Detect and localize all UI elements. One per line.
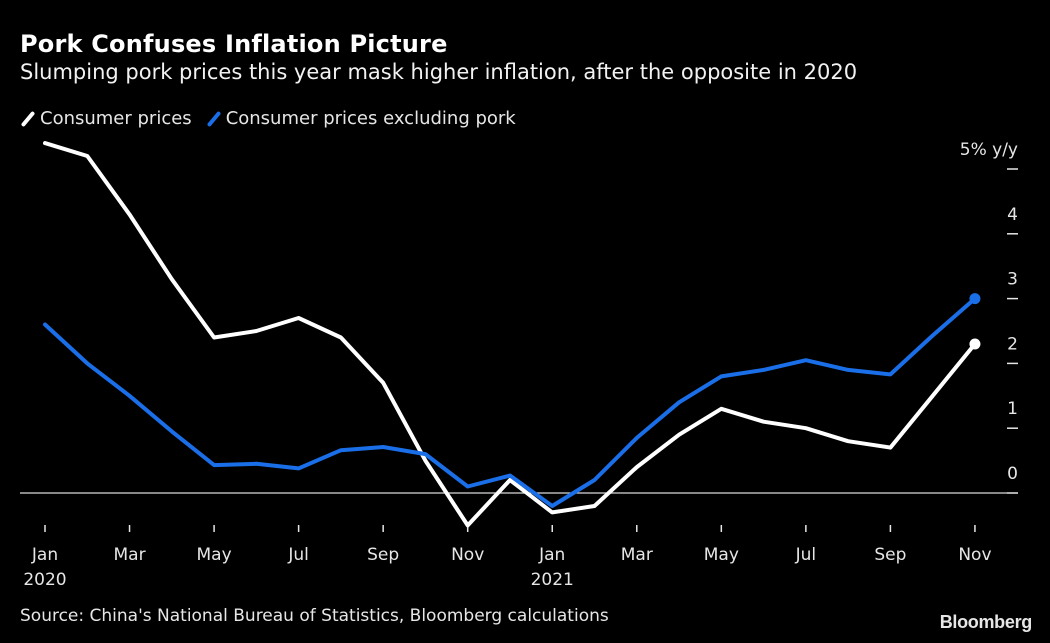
x-tick-label: Nov <box>958 545 991 565</box>
axes: 5% y/y 4 3 2 1 0 Jan 2020 Mar May Jul Sep Nov Jan 2021… <box>20 140 1018 590</box>
x-tick-label: Jan <box>31 545 58 565</box>
x-tick-year-label: 2020 <box>23 570 66 590</box>
x-tick-label: Mar <box>114 545 146 565</box>
y-tick-label: 1 <box>1007 399 1018 419</box>
legend-item-consumer-prices: Consumer prices <box>20 108 192 129</box>
y-tick-label: 0 <box>1007 464 1018 484</box>
x-tick-label: Nov <box>451 545 484 565</box>
x-tick-year-label: 2021 <box>531 570 574 590</box>
series-line-consumer-prices-ex-pork <box>43 296 977 508</box>
x-tick-label: Sep <box>367 545 399 565</box>
x-tick-label: Jul <box>795 545 817 565</box>
legend-label: Consumer prices excluding pork <box>225 108 516 129</box>
series-line-consumer-prices <box>43 141 977 528</box>
chart-title: Pork Confuses Inflation Picture <box>20 30 448 58</box>
y-tick-label: 4 <box>1007 205 1018 225</box>
source-note: Source: China's National Bureau of Stati… <box>20 606 609 626</box>
chart-subtitle: Slumping pork prices this year mask high… <box>20 60 858 84</box>
x-tick-label: May <box>197 545 232 565</box>
x-tick-label: May <box>704 545 739 565</box>
x-tick-label: Jan <box>538 545 565 565</box>
legend-item-consumer-prices-ex-pork: Consumer prices excluding pork <box>206 108 516 129</box>
legend: Consumer prices Consumer prices excludin… <box>20 108 530 129</box>
x-tick-label: Jul <box>287 545 309 565</box>
y-tick-label: 3 <box>1007 270 1018 290</box>
series-end-marker <box>969 293 981 305</box>
series-end-marker <box>969 338 981 350</box>
x-tick-label: Sep <box>874 545 906 565</box>
y-tick-label: 2 <box>1007 334 1018 354</box>
x-tick-label: Mar <box>621 545 653 565</box>
bloomberg-logo: Bloomberg <box>939 612 1033 632</box>
series-lines <box>43 141 981 528</box>
y-tick-label: 5% y/y <box>960 140 1018 160</box>
legend-label: Consumer prices <box>40 108 192 129</box>
